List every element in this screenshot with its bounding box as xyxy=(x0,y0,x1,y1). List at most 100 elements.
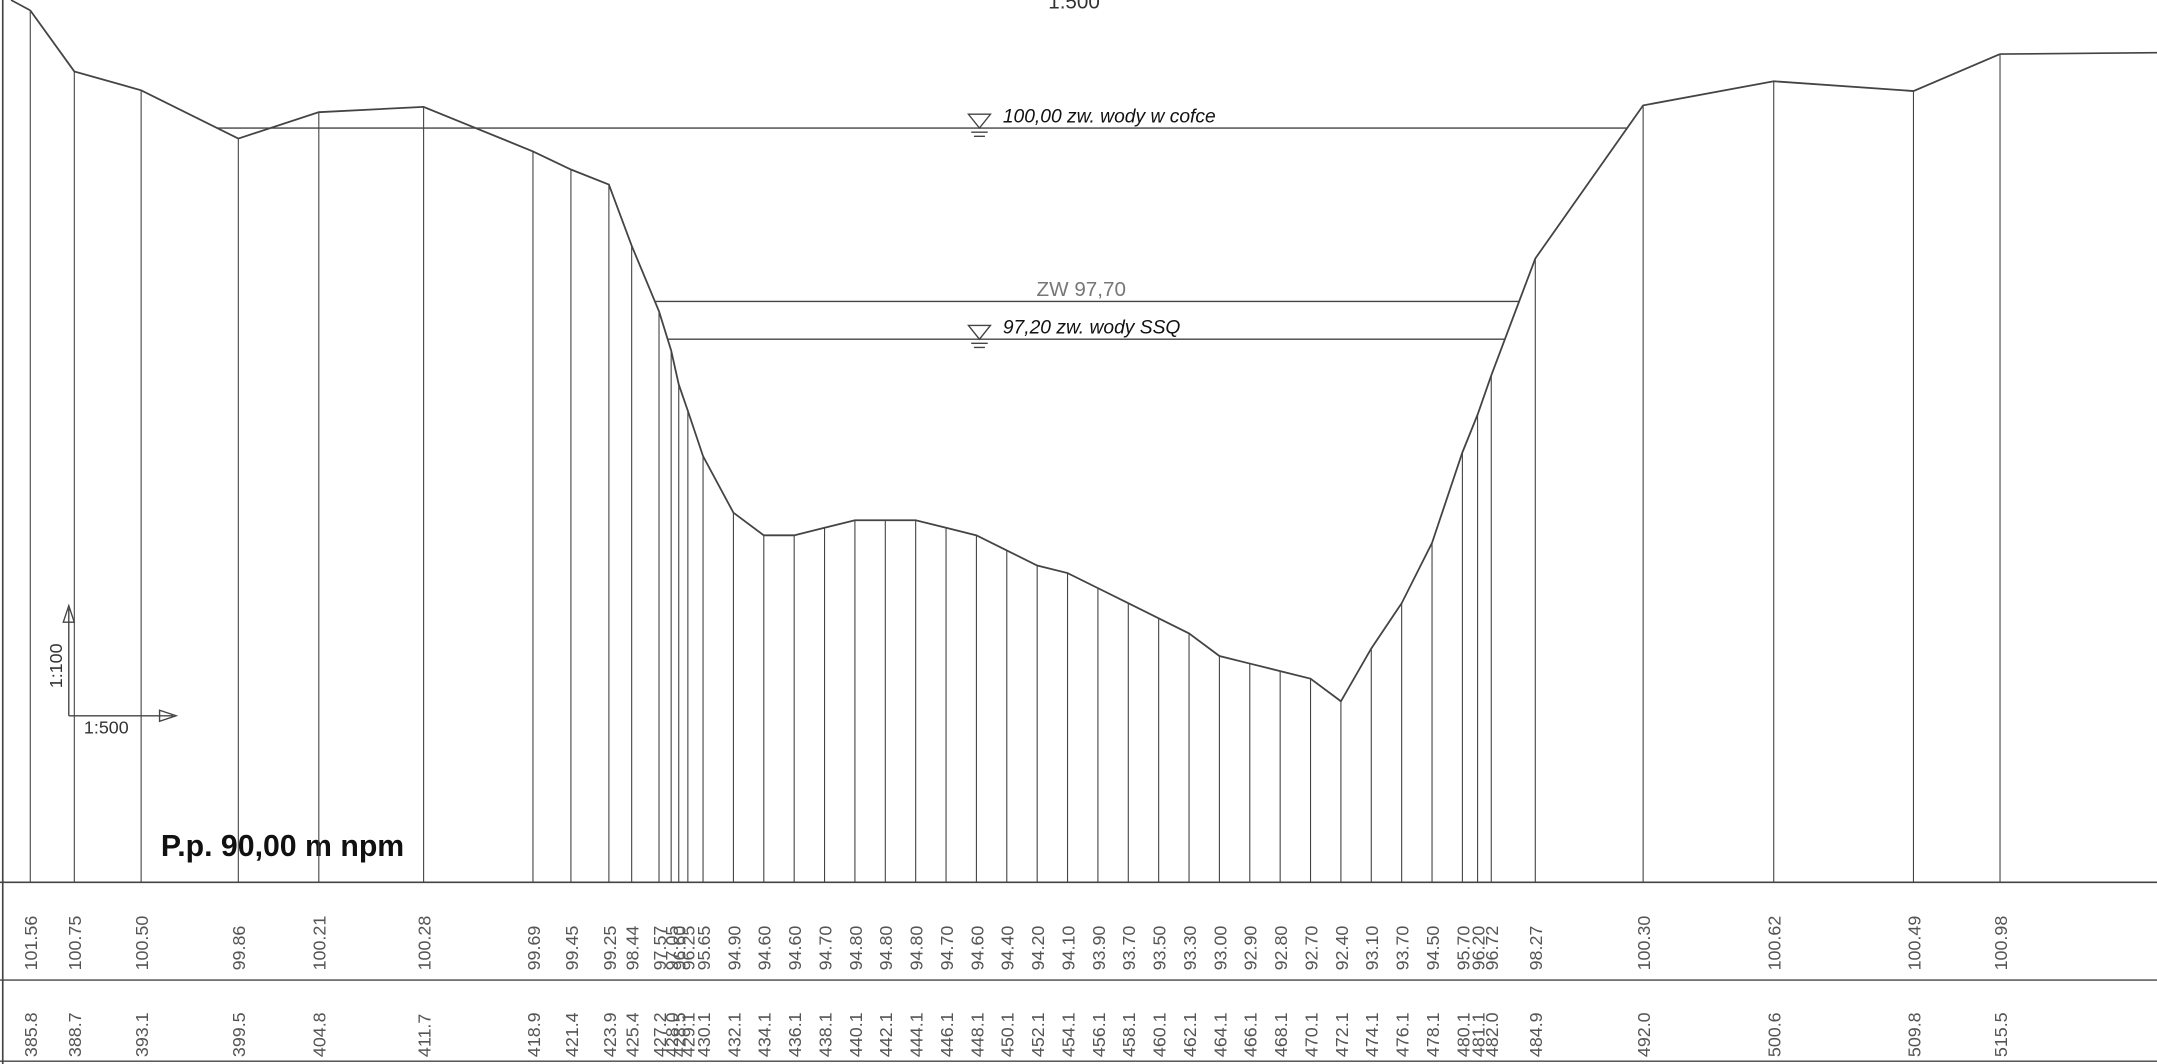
distance-label: 393.1 xyxy=(132,1012,152,1057)
elevation-label: 94.20 xyxy=(1028,926,1048,971)
distance-label: 515.5 xyxy=(1991,1012,2011,1057)
elevation-label: 96.60 xyxy=(670,926,690,971)
distance-label: 444.1 xyxy=(907,1012,927,1057)
elevation-label: 100.21 xyxy=(310,916,330,971)
elevation-label: 92.80 xyxy=(1271,926,1291,971)
distance-label: 429.1 xyxy=(679,1012,699,1057)
elevation-label: 93.70 xyxy=(1393,926,1413,971)
terrain-edge xyxy=(2000,51,2157,55)
elevation-label: 94.70 xyxy=(937,926,957,971)
distance-label: 427.2 xyxy=(650,1012,670,1057)
elevation-label: 100.30 xyxy=(1634,916,1654,971)
water-level-label: ZW 97,70 xyxy=(1037,278,1126,301)
elevation-label: 94.10 xyxy=(1058,926,1078,971)
elevation-label: 93.30 xyxy=(1180,926,1200,971)
elevation-label: 92.70 xyxy=(1301,926,1321,971)
distance-label: 509.8 xyxy=(1904,1012,1924,1057)
distance-label: 430.1 xyxy=(694,1012,714,1057)
distance-label: 421.4 xyxy=(562,1012,582,1057)
elevation-label: 100.62 xyxy=(1765,916,1785,971)
distance-label: 476.1 xyxy=(1393,1012,1413,1057)
distance-label: 480.1 xyxy=(1453,1012,1473,1057)
elevation-label: 99.45 xyxy=(562,926,582,971)
distance-label: 428.5 xyxy=(670,1012,690,1057)
distance-label: 472.1 xyxy=(1332,1012,1352,1057)
elevation-label: 100.28 xyxy=(414,916,434,971)
scale-vertical: 1:100 xyxy=(46,643,66,688)
elevation-label: 97.57 xyxy=(650,926,670,971)
distance-label: 464.1 xyxy=(1210,1012,1230,1057)
elevation-label: 99.69 xyxy=(524,926,544,971)
elevation-label: 93.50 xyxy=(1150,926,1170,971)
elevation-label: 93.90 xyxy=(1089,926,1109,971)
elevation-label: 97.05 xyxy=(662,926,682,971)
distance-label: 462.1 xyxy=(1180,1012,1200,1057)
distance-label: 500.6 xyxy=(1765,1012,1785,1057)
elevation-label: 98.27 xyxy=(1526,926,1546,971)
distance-label: 466.1 xyxy=(1241,1012,1261,1057)
elevation-label: 96.20 xyxy=(1468,926,1488,971)
distance-label: 418.9 xyxy=(524,1012,544,1057)
distance-label: 474.1 xyxy=(1362,1012,1382,1057)
distance-label: 446.1 xyxy=(937,1012,957,1057)
distance-label: 385.8 xyxy=(21,1012,41,1057)
elevation-label: 94.90 xyxy=(724,926,744,971)
distance-label: 436.1 xyxy=(785,1012,805,1057)
distance-label: 438.1 xyxy=(815,1012,835,1057)
elevation-label: 100.49 xyxy=(1904,916,1924,971)
elevation-label: 95.65 xyxy=(694,926,714,971)
distance-label: 388.7 xyxy=(65,1012,85,1057)
distance-label: 450.1 xyxy=(998,1012,1018,1057)
distance-label: 482.0 xyxy=(1482,1012,1502,1057)
elevation-label: 94.80 xyxy=(846,926,866,971)
water-level-label: 97,20 zw. wody SSQ xyxy=(1003,318,1181,339)
elevation-label: 99.25 xyxy=(600,926,620,971)
elevation-label: 94.60 xyxy=(755,926,775,971)
elevation-label: 99.86 xyxy=(229,926,249,971)
elevation-label: 92.40 xyxy=(1332,926,1352,971)
header-scale: 1:500 xyxy=(1048,0,1100,13)
elevation-label: 96.25 xyxy=(679,926,699,971)
elevation-label: 94.70 xyxy=(815,926,835,971)
distance-label: 448.1 xyxy=(967,1012,987,1057)
distance-label: 481.1 xyxy=(1468,1012,1488,1057)
terrain-profile xyxy=(29,9,2001,703)
distance-label: 404.8 xyxy=(310,1012,330,1057)
elevation-label: 94.80 xyxy=(907,926,927,971)
distance-label: 425.4 xyxy=(623,1012,643,1057)
elevation-label: 95.70 xyxy=(1453,926,1473,971)
elevation-label: 94.60 xyxy=(785,926,805,971)
arrow-head xyxy=(158,709,179,723)
distance-label: 460.1 xyxy=(1150,1012,1170,1057)
distance-label: 434.1 xyxy=(755,1012,775,1057)
water-symbol xyxy=(967,324,992,349)
elevation-label: 98.44 xyxy=(623,926,643,971)
elevation-label: 92.90 xyxy=(1241,926,1261,971)
elevation-label: 94.60 xyxy=(967,926,987,971)
elevation-label: 94.40 xyxy=(998,926,1018,971)
elevation-label: 93.70 xyxy=(1119,926,1139,971)
arrow-head xyxy=(62,603,76,623)
terrain-edge xyxy=(10,0,31,12)
distance-label: 442.1 xyxy=(876,1012,896,1057)
distance-label: 411.7 xyxy=(414,1014,434,1057)
distance-label: 492.0 xyxy=(1634,1012,1654,1057)
distance-label: 468.1 xyxy=(1271,1012,1291,1057)
elevation-label: 100.75 xyxy=(65,916,85,971)
distance-label: 470.1 xyxy=(1301,1012,1321,1057)
scale-horizontal: 1:500 xyxy=(84,718,129,738)
elevation-label: 93.00 xyxy=(1210,926,1230,971)
distance-label: 478.1 xyxy=(1423,1012,1443,1057)
distance-label: 399.5 xyxy=(229,1012,249,1057)
elevation-label: 100.50 xyxy=(132,916,152,971)
distance-label: 428.0 xyxy=(662,1012,682,1057)
datum-label: P.p. 90,00 m npm xyxy=(161,830,404,863)
water-level-label: 100,00 zw. wody w cofce xyxy=(1003,106,1216,127)
elevation-label: 96.72 xyxy=(1482,926,1502,971)
distance-label: 423.9 xyxy=(600,1012,620,1057)
distance-label: 454.1 xyxy=(1058,1012,1078,1057)
distance-label: 484.9 xyxy=(1526,1012,1546,1057)
elevation-label: 93.10 xyxy=(1362,926,1382,971)
